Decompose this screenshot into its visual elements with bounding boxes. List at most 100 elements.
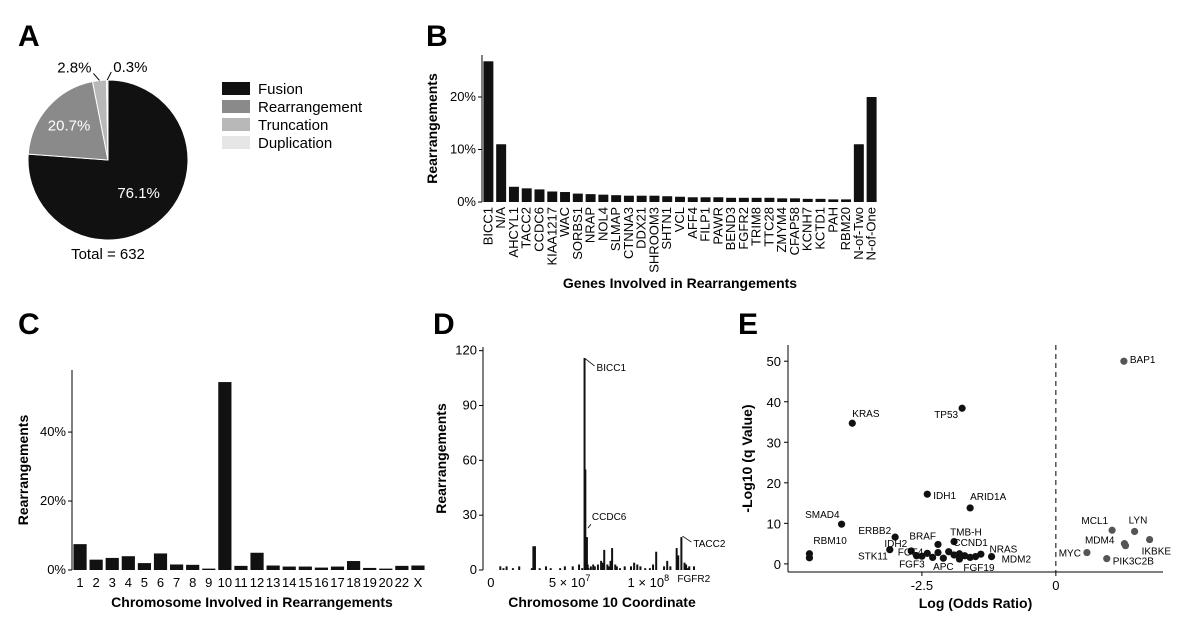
legend-label-0: Fusion xyxy=(258,81,303,98)
panel-c-bar-chart: 0%20%40%1 2 3 4 5 6 7 8 9 10 11 12 13 14 15 16 17 18 19 20 2… xyxy=(15,370,425,610)
point xyxy=(950,551,958,559)
coordinate-bar xyxy=(692,566,695,570)
coordinate-bar xyxy=(644,568,647,570)
point xyxy=(1120,357,1128,365)
x-tick-label: 1 xyxy=(76,575,83,590)
pie-label-0: 76.1% xyxy=(117,185,160,202)
bar-15 xyxy=(298,566,312,570)
point-label: APC xyxy=(933,562,954,573)
bar-11 xyxy=(234,565,248,570)
bar-CTNNA3 xyxy=(623,195,634,202)
x-tick-label: SHROOM3 xyxy=(646,207,661,273)
x-tick-label: NOL4 xyxy=(595,207,610,241)
coordinate-bar xyxy=(586,564,589,570)
coordinate-bar xyxy=(686,568,689,570)
point xyxy=(934,540,942,549)
x-tick-label: CTNNA3 xyxy=(621,207,636,259)
point xyxy=(971,552,980,561)
y-tick-label: 30 xyxy=(463,507,477,522)
y-tick-label: 50 xyxy=(767,354,781,369)
bar-6 xyxy=(153,553,168,570)
y-axis-title: Rearrangements xyxy=(424,73,440,184)
x-tick-label: SORBS1 xyxy=(570,207,585,260)
point-label: BAP1 xyxy=(1130,355,1156,366)
panel-e-label: E xyxy=(738,308,758,341)
point-label: NRAS xyxy=(990,545,1018,556)
legend-label-2: Truncation xyxy=(258,117,328,134)
pie-label-3: 0.3% xyxy=(113,59,147,76)
x-tick-label: TACC2 xyxy=(519,207,534,249)
y-tick-label: 40% xyxy=(40,424,66,439)
point xyxy=(1131,527,1139,536)
x-tick-label: AFF4 xyxy=(685,207,700,239)
coordinate-bar xyxy=(675,548,678,570)
coordinate-bar xyxy=(614,564,617,570)
x-tick-label: 17 xyxy=(330,575,344,590)
bar-FGFR2 xyxy=(738,197,749,202)
x-tick-label: 5 xyxy=(141,575,148,590)
coordinate-bar xyxy=(499,566,502,570)
point-label: MDM4 xyxy=(1085,536,1115,547)
x-tick-label: PAH xyxy=(825,207,840,233)
bar-20 xyxy=(379,568,393,570)
bar-DDX21 xyxy=(636,195,647,202)
point xyxy=(886,546,894,554)
bar-PAWR xyxy=(713,197,724,202)
x-tick-label: WAC xyxy=(557,207,572,237)
point-label: FGF3 xyxy=(899,559,925,570)
bar-CFAP58 xyxy=(789,198,800,202)
x-tick-label: FILP1 xyxy=(698,207,713,242)
coordinate-bar xyxy=(607,566,610,570)
y-tick-label: 20 xyxy=(767,476,781,491)
panel-a-pie-chart: 76.1% 20.7% 2.8% 0.3% Total = 632 FusionRearr… xyxy=(27,59,363,263)
point xyxy=(907,547,915,555)
point-label: TMB-H xyxy=(950,528,982,539)
point xyxy=(848,419,856,427)
x-tick-label: 2 xyxy=(93,575,100,590)
coordinate-bar xyxy=(606,564,609,570)
x-tick-label: TRIM8 xyxy=(749,207,764,246)
coordinate-bar xyxy=(538,568,541,570)
point-label: IDH1 xyxy=(933,491,956,502)
point-label: MDM2 xyxy=(1002,555,1032,566)
point xyxy=(945,548,953,556)
point-label: IDH2 xyxy=(884,539,907,550)
point xyxy=(837,520,846,528)
x-tick-label: NRAP xyxy=(583,207,598,243)
bar-N/A xyxy=(496,144,507,202)
y-axis-title: Rearrangements xyxy=(15,415,31,526)
bar-7 xyxy=(169,564,184,570)
point-label: ERBB2 xyxy=(858,526,891,537)
point xyxy=(977,550,985,558)
point xyxy=(955,555,964,563)
annotation-leader xyxy=(682,535,692,543)
x-tick-label: 0 xyxy=(1052,578,1059,593)
coordinate-bar xyxy=(636,564,639,570)
x-tick-label: VCL xyxy=(672,207,687,232)
y-tick-label: 0% xyxy=(47,562,66,577)
coordinate-bar xyxy=(589,566,592,570)
x-tick-label: 12 xyxy=(250,575,264,590)
x-tick-label: 8 xyxy=(189,575,196,590)
point xyxy=(934,548,942,557)
x-tick-label: TTC28 xyxy=(761,207,776,247)
coordinate-bar xyxy=(666,560,669,570)
point xyxy=(891,533,899,541)
bar-N-of-One xyxy=(866,97,877,202)
legend-swatch-2 xyxy=(222,118,250,131)
x-tick-label: FGFR2 xyxy=(736,207,751,250)
coordinate-bar xyxy=(559,568,562,570)
point xyxy=(929,553,937,562)
point-label: PIK3C2B xyxy=(1113,557,1154,568)
coordinate-bar xyxy=(623,566,626,570)
x-tick-label: KCNH7 xyxy=(800,207,815,251)
coordinate-bar xyxy=(596,564,599,570)
x-tick-label: 6 xyxy=(157,575,164,590)
pie-slice-1 xyxy=(27,80,109,161)
coordinate-bar xyxy=(585,537,588,570)
x-tick-label: 14 xyxy=(282,575,296,590)
bar-WAC xyxy=(560,192,571,202)
panel-b-label: B xyxy=(426,20,448,53)
x-tick-label: 11 xyxy=(234,575,248,590)
coordinate-bar xyxy=(683,562,686,570)
